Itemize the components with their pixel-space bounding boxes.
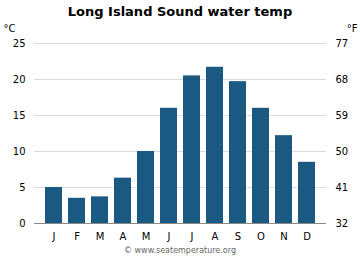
svg-text:50: 50 [336, 146, 349, 157]
svg-text:°F: °F [347, 23, 358, 34]
svg-text:O: O [257, 231, 265, 242]
svg-text:32: 32 [336, 218, 349, 229]
svg-text:A: A [120, 231, 127, 242]
svg-text:68: 68 [336, 74, 349, 85]
svg-text:J: J [190, 231, 194, 242]
svg-text:°C: °C [4, 23, 16, 34]
html-text:© www.seatemperature.org: © www.seatemperature.org [124, 246, 236, 255]
svg-text:J: J [52, 231, 56, 242]
svg-text:0: 0 [19, 218, 25, 229]
svg-text:M: M [96, 231, 105, 242]
svg-text:F: F [74, 231, 80, 242]
svg-text:25: 25 [13, 38, 26, 49]
svg-text:N: N [280, 231, 287, 242]
svg-text:41: 41 [336, 182, 349, 193]
svg-text:5: 5 [19, 182, 25, 193]
svg-text:77: 77 [336, 38, 349, 49]
svg-text:15: 15 [13, 110, 26, 121]
svg-text:D: D [303, 231, 311, 242]
svg-text:J: J [167, 231, 171, 242]
svg-text:20: 20 [13, 74, 26, 85]
svg-text:59: 59 [336, 110, 349, 121]
svg-text:A: A [212, 231, 219, 242]
svg-text:S: S [235, 231, 241, 242]
html-text:Long Island Sound water temp: Long Island Sound water temp [67, 4, 293, 19]
svg-text:10: 10 [13, 146, 26, 157]
svg-text:M: M [142, 231, 151, 242]
